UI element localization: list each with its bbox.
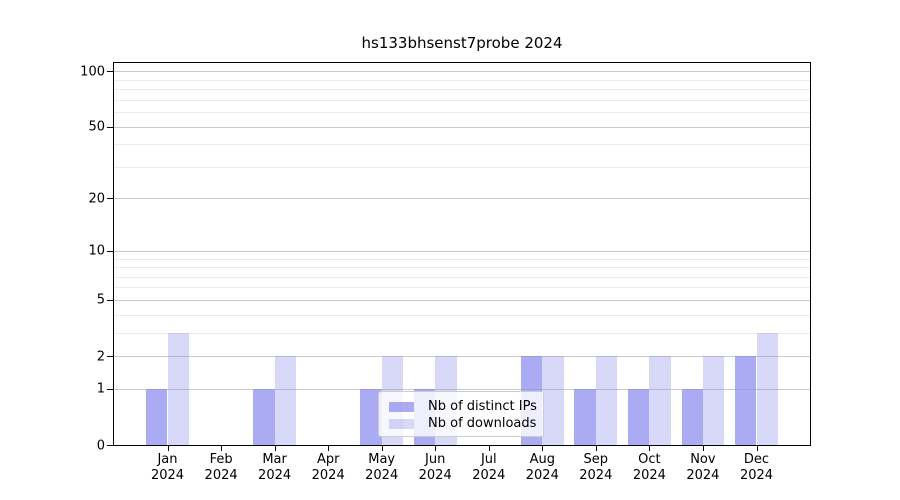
gridline-minor [114,112,810,113]
gridline-minor [114,144,810,146]
gridline-minor [114,89,810,90]
y-tick-label: 1 [96,381,105,397]
x-tick [488,446,490,451]
gridline-minor [114,276,810,278]
legend-swatch-downloads [389,418,414,429]
gridline-minor [114,314,810,316]
legend-label-distinct-ips: Nb of distinct IPs [428,399,537,414]
bar-downloads [702,356,725,445]
x-tick [702,446,704,451]
x-tick-label: Feb 2024 [204,452,238,483]
x-tick-label: Dec 2024 [739,452,774,483]
bar-distinct-ips [574,388,596,445]
x-tick-label: Sep 2024 [579,452,613,483]
y-tick-label: 0 [96,438,105,453]
x-tick-label: May 2024 [365,452,399,483]
bar-downloads [274,356,296,445]
gridline-major [114,250,810,252]
x-tick [274,446,276,451]
chart-title: hs133bhsenst7probe 2024 [361,34,563,52]
x-tick [221,446,223,451]
bar-downloads [542,356,564,445]
gridline-minor [114,267,810,268]
gridline-major [114,388,810,390]
bar-distinct-ips [146,388,168,445]
y-tick [107,299,113,301]
gridline-minor [114,166,810,168]
y-tick-label: 10 [88,243,105,259]
x-tick-label: Oct 2024 [632,452,666,483]
legend: Nb of distinct IPs Nb of downloads [378,391,544,437]
x-tick [381,446,383,451]
x-tick-label: Aug 2024 [525,452,559,483]
bar-distinct-ips [628,388,650,445]
gridline-major [114,198,810,200]
y-tick-label: 50 [88,119,105,135]
bar-distinct-ips [253,388,275,445]
x-tick-label: Jul 2024 [472,452,506,483]
legend-entry-downloads: Nb of downloads [389,415,537,432]
legend-swatch-distinct-ips [389,401,414,412]
x-tick-label: Mar 2024 [258,452,292,483]
y-tick [107,71,113,73]
y-tick [107,198,113,200]
gridline-major [114,299,810,301]
bar-downloads [649,356,671,445]
plot-layers [114,63,810,445]
bar-downloads [595,356,618,445]
y-tick [107,356,113,357]
gridline-minor [114,258,810,260]
legend-entry-distinct-ips: Nb of distinct IPs [389,398,537,415]
y-tick-label: 20 [88,191,105,207]
x-tick-label: Apr 2024 [311,452,345,483]
legend-label-downloads: Nb of downloads [428,416,537,431]
x-tick [167,446,169,451]
bar-downloads [167,332,189,445]
y-tick [107,445,113,446]
gridline-minor [114,287,810,289]
y-tick-label: 100 [80,64,105,80]
bar-distinct-ips [360,388,382,445]
gridline-minor [114,332,810,334]
x-tick-label: Jan 2024 [150,452,185,483]
gridline-major [114,71,810,73]
y-tick [107,388,113,390]
bar-downloads [756,332,778,445]
gridline-minor [114,79,810,81]
y-tick-label: 2 [96,349,105,364]
y-tick-label: 5 [96,292,105,308]
x-tick [649,446,651,451]
y-tick [107,126,113,128]
x-tick [328,446,330,451]
x-tick [435,446,437,451]
gridline-major [114,356,810,357]
y-tick [107,250,113,252]
x-tick-label: Nov 2024 [686,452,720,483]
bar-distinct-ips [681,388,703,445]
x-tick [542,446,544,451]
x-tick [756,446,758,451]
bar-distinct-ips [735,356,757,445]
plot-area: Nb of distinct IPs Nb of downloads [113,62,811,446]
gridline-major [114,126,810,128]
x-tick-label: Jun 2024 [418,452,452,483]
x-tick [595,446,597,451]
gridline-minor [114,99,810,101]
